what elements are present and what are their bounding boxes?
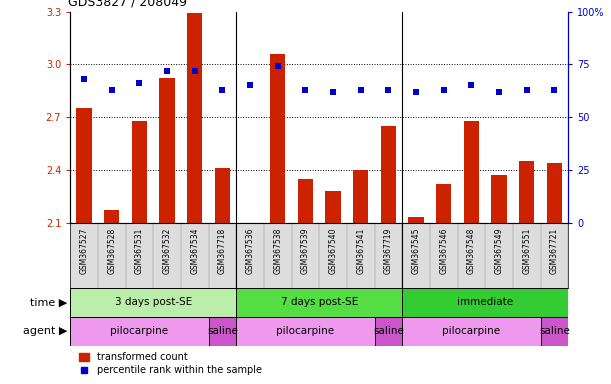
Point: [245, 83, 255, 89]
Point: [439, 87, 448, 93]
Bar: [436, 184, 452, 223]
Text: GSM367534: GSM367534: [190, 228, 199, 275]
Bar: [159, 78, 175, 223]
Text: 3 days post-SE: 3 days post-SE: [115, 297, 192, 308]
Bar: [353, 170, 368, 223]
Text: GSM367551: GSM367551: [522, 228, 531, 274]
Text: GDS3827 / 208049: GDS3827 / 208049: [68, 0, 187, 9]
Bar: [76, 108, 92, 223]
Text: saline: saline: [373, 326, 404, 336]
Point: [494, 89, 504, 95]
Point: [273, 63, 283, 70]
Text: GSM367527: GSM367527: [79, 228, 89, 274]
Text: GSM367539: GSM367539: [301, 228, 310, 275]
Text: GSM367540: GSM367540: [329, 228, 338, 275]
Bar: [375, 317, 402, 346]
Point: [218, 87, 227, 93]
Bar: [491, 175, 507, 223]
Text: GSM367541: GSM367541: [356, 228, 365, 274]
Text: pilocarpine: pilocarpine: [276, 326, 334, 336]
Text: agent ▶: agent ▶: [23, 326, 67, 336]
Bar: [187, 13, 202, 223]
Point: [411, 89, 421, 95]
Point: [384, 87, 393, 93]
Bar: [541, 317, 568, 346]
Text: GSM367549: GSM367549: [494, 228, 503, 275]
Bar: [402, 317, 541, 346]
Bar: [215, 168, 230, 223]
Bar: [547, 163, 562, 223]
Text: GSM367719: GSM367719: [384, 228, 393, 274]
Bar: [236, 288, 402, 317]
Point: [162, 68, 172, 74]
Bar: [236, 317, 375, 346]
Bar: [402, 288, 568, 317]
Point: [107, 87, 117, 93]
Text: GSM367548: GSM367548: [467, 228, 476, 274]
Text: GSM367546: GSM367546: [439, 228, 448, 275]
Point: [134, 80, 144, 86]
Bar: [70, 288, 236, 317]
Text: saline: saline: [539, 326, 570, 336]
Point: [467, 83, 477, 89]
Text: GSM367721: GSM367721: [550, 228, 559, 274]
Text: pilocarpine: pilocarpine: [442, 326, 500, 336]
Text: 7 days post-SE: 7 days post-SE: [280, 297, 358, 308]
Bar: [519, 161, 535, 223]
Text: immediate: immediate: [457, 297, 513, 308]
Point: [301, 87, 310, 93]
Point: [328, 89, 338, 95]
Point: [190, 68, 200, 74]
Text: GSM367538: GSM367538: [273, 228, 282, 274]
Point: [356, 87, 365, 93]
Bar: [104, 210, 119, 223]
Bar: [132, 121, 147, 223]
Bar: [409, 217, 423, 223]
Text: GSM367718: GSM367718: [218, 228, 227, 274]
Text: saline: saline: [207, 326, 238, 336]
Bar: [298, 179, 313, 223]
Bar: [381, 126, 396, 223]
Bar: [270, 54, 285, 223]
Bar: [208, 317, 236, 346]
Bar: [70, 317, 208, 346]
Text: GSM367528: GSM367528: [108, 228, 116, 274]
Point: [79, 76, 89, 82]
Text: GSM367536: GSM367536: [246, 228, 255, 275]
Point: [522, 87, 532, 93]
Text: GSM367545: GSM367545: [412, 228, 420, 275]
Text: time ▶: time ▶: [30, 297, 67, 308]
Bar: [464, 121, 479, 223]
Bar: [326, 191, 341, 223]
Text: GSM367532: GSM367532: [163, 228, 172, 274]
Text: pilocarpine: pilocarpine: [111, 326, 169, 336]
Point: [549, 87, 559, 93]
Text: GSM367531: GSM367531: [135, 228, 144, 274]
Legend: transformed count, percentile rank within the sample: transformed count, percentile rank withi…: [75, 348, 265, 379]
